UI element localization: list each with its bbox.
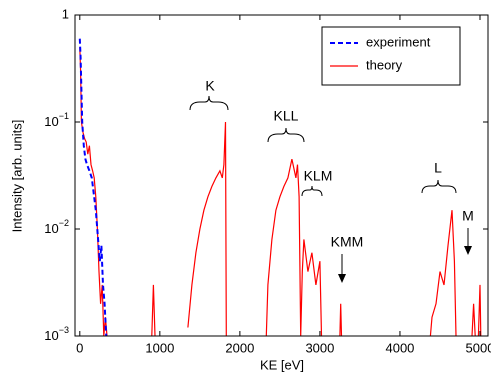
plot-frame [74,14,489,337]
y-tick-label: 10−2 [44,218,69,236]
plot-area [78,38,482,337]
legend-box [321,26,461,86]
legend-label: experiment [366,34,431,49]
brace [421,179,457,194]
arrow-heads [338,246,472,283]
data-line [79,47,482,337]
legend: experiment theory [321,26,461,86]
annotation: K [205,78,215,94]
x-tick-label: 2000 [225,340,254,355]
annotation: KLM [304,168,333,184]
x-tick-label: 5000 [466,340,491,355]
legend-label: theory [366,57,403,72]
annotation: KLL [274,108,299,124]
brace [301,185,323,197]
annotation: KMM [331,234,364,250]
tick-base: 10 [44,221,58,236]
tick-base: 10 [44,328,58,343]
annotation: M [462,208,474,224]
data-line [78,38,108,337]
brace [267,127,305,143]
tick-exponent: −2 [59,218,69,228]
y-tick-label: 10−3 [44,325,69,343]
x-tick-label: 1000 [145,340,174,355]
tick-exponent: −3 [59,325,69,335]
x-tick-label: 3000 [305,340,334,355]
tick-exponent: −1 [59,111,69,121]
x-tick-label: 4000 [385,340,414,355]
y-axis-label: Intensity [arb. units] [9,120,24,233]
y-tick-label: 1 [62,6,69,21]
brace [189,95,229,111]
annotation-marks [189,95,469,280]
x-tick-label: 0 [76,340,83,355]
tick-base: 10 [44,114,58,129]
annotation: L [434,160,442,176]
y-tick-label: 10−1 [44,111,69,129]
x-axis-label: KE [eV] [260,357,304,372]
